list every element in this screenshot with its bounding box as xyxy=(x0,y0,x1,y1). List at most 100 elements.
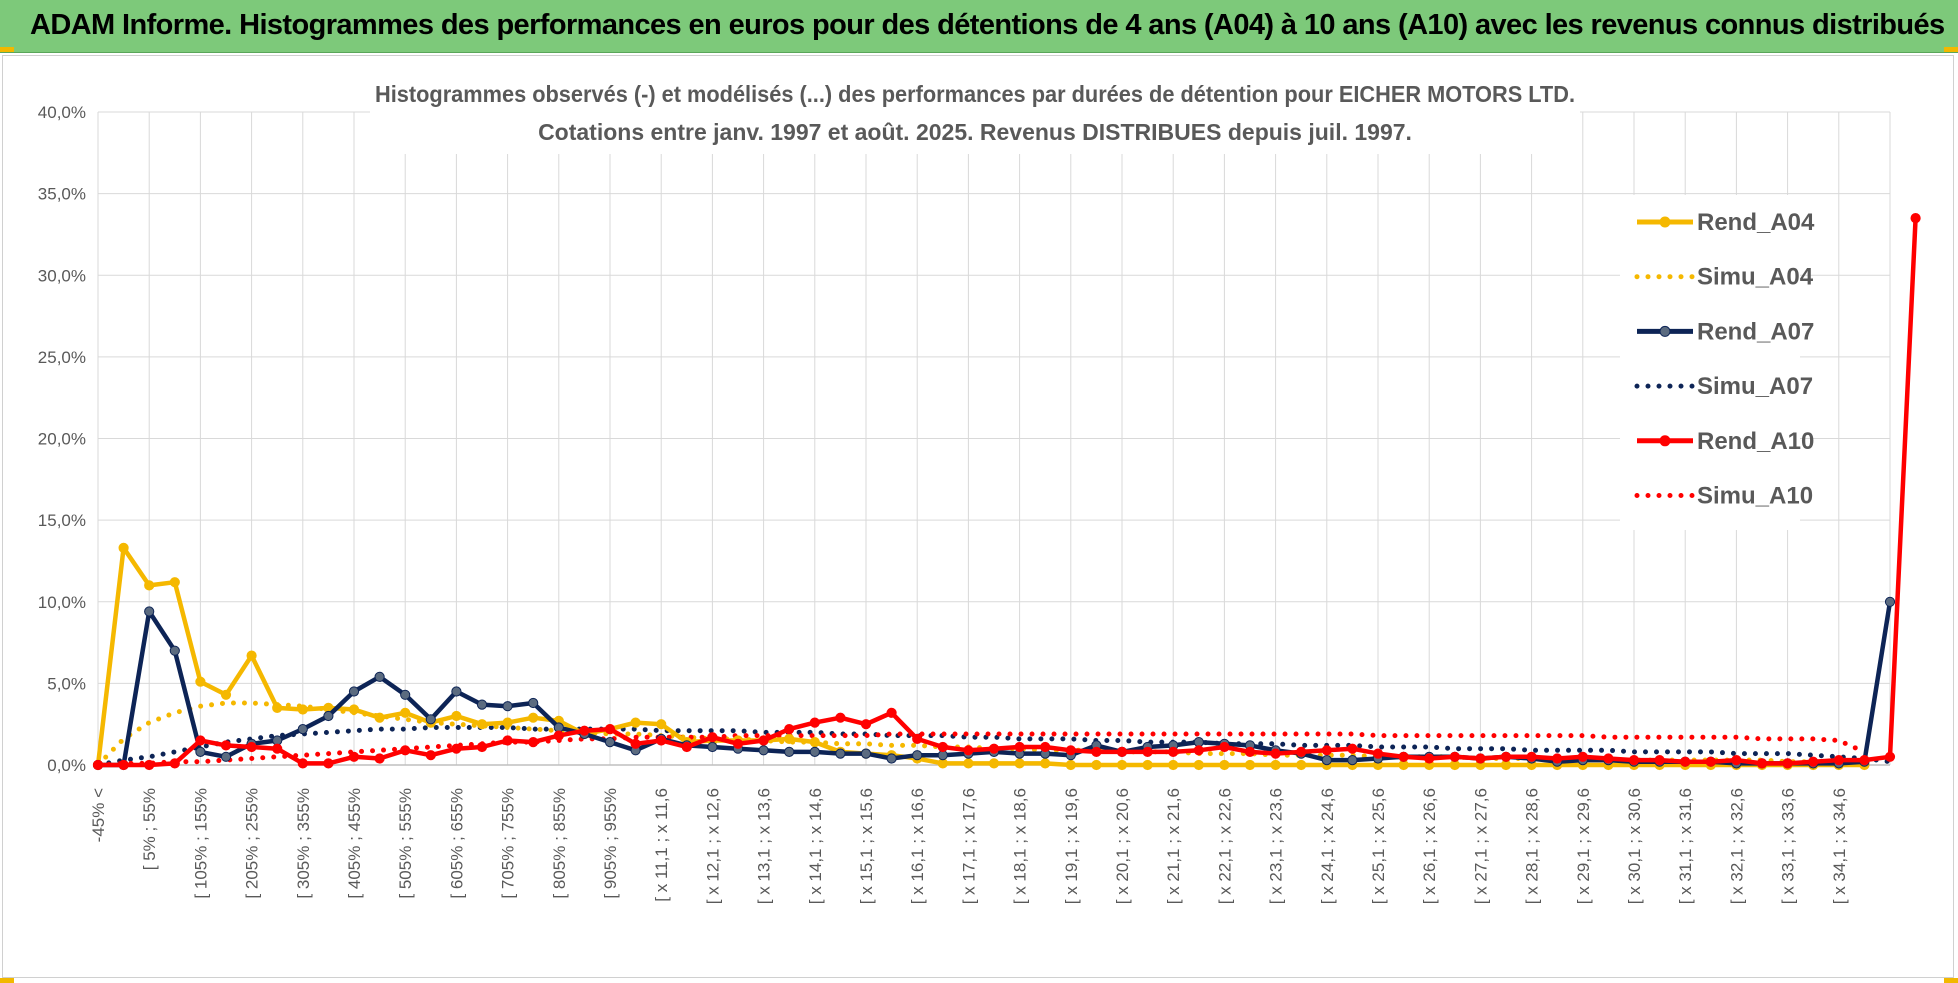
x-tick-label: [ 205% ; 255% xyxy=(243,788,262,899)
x-tick-label: [ x 17,1 ; x 17,6 xyxy=(959,788,978,904)
legend-label: Rend_A07 xyxy=(1697,318,1814,345)
x-tick-label: [ 605% ; 655% xyxy=(447,788,466,899)
data-point xyxy=(1833,755,1844,766)
series-simu-a10 xyxy=(95,731,1867,768)
legend: Rend_A04 Simu_A04 Rend_A07 Simu_A07 Rend_A10… xyxy=(1620,195,1815,530)
x-tick-label: [ 505% ; 555% xyxy=(396,788,415,899)
data-point xyxy=(1500,751,1512,762)
chart-title-line-2: Cotations entre janv. 1997 et août. 2025… xyxy=(538,119,1412,145)
data-point xyxy=(272,702,283,714)
data-point xyxy=(1014,741,1025,753)
data-point xyxy=(835,712,846,723)
data-point xyxy=(912,733,923,745)
data-point xyxy=(528,737,539,748)
series-line xyxy=(95,731,1867,768)
data-point xyxy=(1372,748,1384,759)
legend-label: Simu_A10 xyxy=(1697,483,1813,510)
data-point xyxy=(1040,758,1051,769)
data-point xyxy=(451,686,462,697)
x-tick-label: [ x 22,1 ; x 22,6 xyxy=(1215,788,1234,904)
data-point xyxy=(1321,755,1332,766)
legend-item: Simu_A10 xyxy=(1634,483,1813,510)
report-title: ADAM Informe. Histogrammes des performan… xyxy=(30,9,1945,41)
series-simu-a07 xyxy=(95,725,1893,768)
data-point xyxy=(169,645,180,656)
data-point xyxy=(809,737,820,748)
data-point xyxy=(1193,759,1204,771)
data-point xyxy=(1526,751,1537,762)
x-tick-label: [ 5% ; 55% xyxy=(140,788,159,870)
data-point xyxy=(323,758,334,769)
data-point xyxy=(144,759,155,771)
data-point xyxy=(886,707,897,718)
data-point xyxy=(451,743,462,754)
data-point xyxy=(195,746,206,758)
x-tick-label: [ x 34,1 ; x 34,6 xyxy=(1830,788,1849,904)
y-tick-label: 10,0% xyxy=(38,593,86,612)
data-point xyxy=(476,699,488,710)
x-tick-label: [ 905% ; 955% xyxy=(601,788,620,899)
data-point xyxy=(630,738,641,749)
x-tick-label: [ x 28,1 ; x 28,6 xyxy=(1523,788,1542,904)
data-point xyxy=(502,717,513,728)
legend-background xyxy=(1620,195,1800,530)
data-point xyxy=(220,740,232,751)
series-rend-a10 xyxy=(92,213,1921,771)
x-tick-label: [ x 25,1 ; x 25,6 xyxy=(1369,788,1388,904)
data-point xyxy=(272,743,283,754)
legend-label: Simu_A04 xyxy=(1697,264,1814,291)
data-point xyxy=(374,671,385,682)
data-point xyxy=(1347,755,1358,766)
data-point xyxy=(553,730,564,741)
data-point xyxy=(400,707,411,718)
axes: 0,0% 5,0% 10,0% 15,0% 20,0% 25,0% 30,0% 35,0% 40… xyxy=(38,103,1890,904)
data-point xyxy=(451,710,462,722)
data-point xyxy=(835,748,846,759)
data-point xyxy=(323,710,334,722)
x-tick-label: [ x 21,1 ; x 21,6 xyxy=(1164,788,1183,904)
corner-accent-bottom-right xyxy=(1944,978,1958,983)
data-point xyxy=(348,704,360,715)
y-tick-label: 35,0% xyxy=(38,185,86,204)
data-point xyxy=(681,741,692,753)
data-point xyxy=(195,676,206,687)
x-tick-label: [ x 31,1 ; x 31,6 xyxy=(1676,788,1695,904)
legend-label: Simu_A07 xyxy=(1697,373,1813,400)
legend-marker xyxy=(1659,435,1671,447)
data-point xyxy=(1065,745,1076,756)
x-tick-label: [ x 14,1 ; x 14,6 xyxy=(806,788,825,904)
data-point xyxy=(1577,751,1588,762)
report-banner: ADAM Informe. Histogrammes des performan… xyxy=(0,0,1958,53)
data-point xyxy=(400,689,411,700)
legend-marker xyxy=(1659,325,1671,337)
legend-item: Rend_A04 xyxy=(1637,209,1815,236)
x-tick-label: -45% < xyxy=(89,788,108,842)
data-point xyxy=(579,725,590,736)
x-tick-label: [ x 16,1 ; x 16,6 xyxy=(908,788,927,904)
data-point xyxy=(809,717,820,728)
data-point xyxy=(630,717,641,728)
data-point xyxy=(963,745,974,756)
data-point xyxy=(963,758,974,769)
data-point xyxy=(528,712,539,723)
data-point xyxy=(784,746,795,758)
y-tick-label: 30,0% xyxy=(38,266,86,285)
data-point xyxy=(425,714,436,725)
x-tick-label: [ x 26,1 ; x 26,6 xyxy=(1420,788,1439,904)
data-point xyxy=(1910,213,1921,224)
chart-frame xyxy=(2,55,1954,978)
legend-label: Rend_A04 xyxy=(1697,209,1815,236)
x-tick-label: [ 705% ; 755% xyxy=(499,788,518,899)
data-point xyxy=(144,580,155,591)
data-point xyxy=(1193,745,1204,756)
data-point xyxy=(1296,746,1307,758)
data-point xyxy=(1091,759,1102,771)
x-tick-label: [ 105% ; 155% xyxy=(191,788,210,899)
x-tick-label: [ 805% ; 855% xyxy=(550,788,569,899)
data-point xyxy=(476,719,488,730)
data-point xyxy=(988,758,1000,769)
legend-label: Rend_A10 xyxy=(1697,428,1814,455)
legend-marker xyxy=(1659,216,1671,228)
data-point xyxy=(374,712,385,723)
